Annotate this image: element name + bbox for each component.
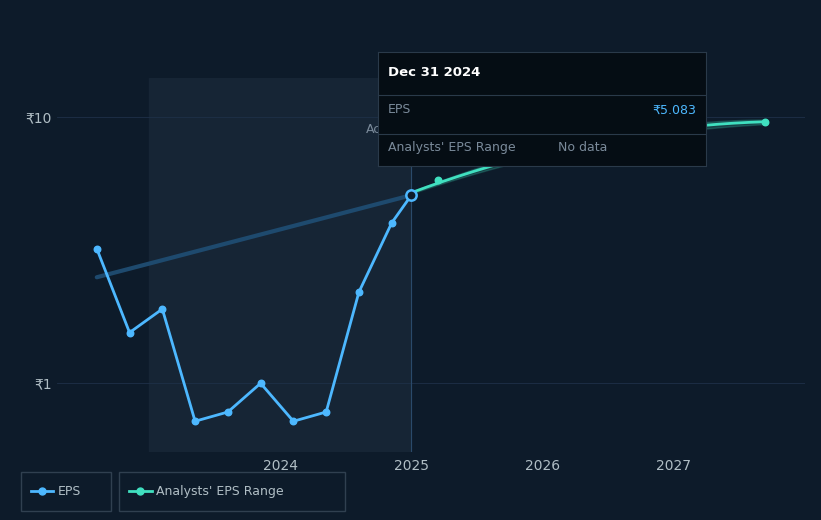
Text: ₹5.083: ₹5.083: [653, 103, 696, 116]
Point: [319, 408, 333, 416]
Point: [352, 288, 365, 296]
Point: [431, 176, 444, 184]
Point: [405, 191, 418, 199]
Point: [287, 417, 300, 425]
Point: [759, 118, 772, 126]
Point: [405, 191, 418, 199]
Point: [189, 417, 202, 425]
Point: [123, 329, 136, 337]
Point: [90, 244, 103, 253]
Point: [254, 379, 267, 387]
Text: No data: No data: [558, 141, 608, 154]
Point: [222, 408, 235, 416]
Text: Analysts' EPS Range: Analysts' EPS Range: [156, 485, 283, 498]
Bar: [149, 78, 411, 452]
FancyBboxPatch shape: [119, 472, 345, 511]
Text: EPS: EPS: [57, 485, 80, 498]
Text: EPS: EPS: [388, 103, 410, 116]
Text: Analysts Forecasts: Analysts Forecasts: [418, 123, 534, 136]
Text: Actual: Actual: [365, 123, 405, 136]
Point: [385, 219, 398, 227]
Text: Analysts' EPS Range: Analysts' EPS Range: [388, 141, 515, 154]
Point: [156, 305, 169, 313]
Point: [405, 191, 418, 199]
Text: Dec 31 2024: Dec 31 2024: [388, 66, 480, 79]
Point: [536, 149, 549, 158]
FancyBboxPatch shape: [21, 472, 111, 511]
